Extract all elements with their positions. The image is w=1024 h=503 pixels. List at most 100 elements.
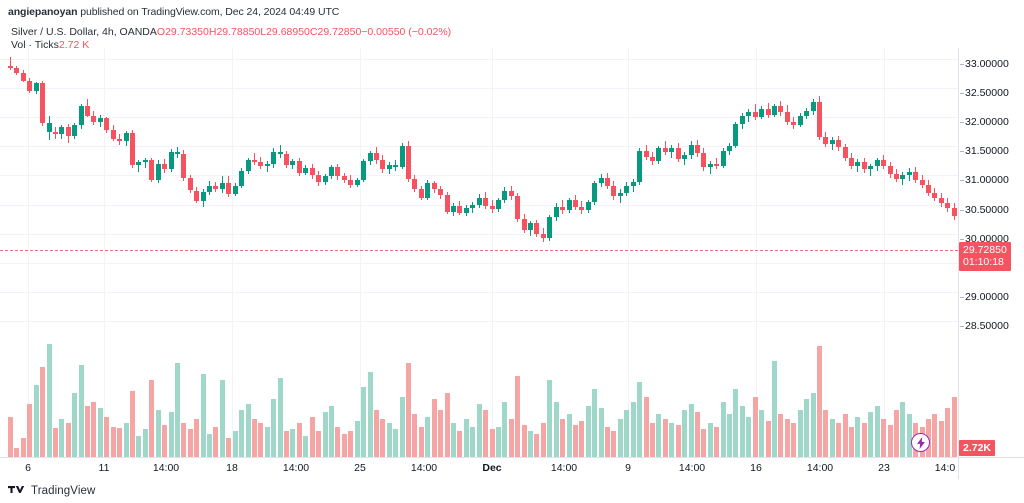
candle-body <box>181 154 187 178</box>
candle-body <box>630 182 636 186</box>
candle-body <box>251 160 257 163</box>
chart-plot-area[interactable] <box>0 48 958 457</box>
volume-bar <box>393 429 399 457</box>
time-axis[interactable]: 6 11 14:00 18 14:00 25 14:00 Dec 14:00 9 14:00 16 14… <box>0 457 958 479</box>
volume-value-badge[interactable]: 2.72K <box>959 440 996 456</box>
volume-bar <box>707 422 713 457</box>
candle-body <box>572 199 578 207</box>
legend-symbol-row[interactable]: Silver / U.S. Dollar, 4h, OANDAO29.73350… <box>11 26 451 39</box>
candle-body <box>457 205 463 213</box>
candle-body <box>605 177 611 186</box>
volume-bar <box>290 429 296 457</box>
candle-body <box>117 139 123 142</box>
volume-bar <box>200 373 206 457</box>
volume-bar <box>457 431 463 457</box>
volume-bar <box>495 427 501 457</box>
candle-body <box>643 150 649 157</box>
volume-bar <box>759 410 765 457</box>
candle-body <box>688 144 694 156</box>
candle-body <box>309 168 315 176</box>
volume-bar <box>418 427 424 457</box>
volume-bar <box>553 401 559 457</box>
volume-bar <box>489 429 495 457</box>
price-axis-tick: 29.00000 <box>960 292 1009 302</box>
volume-bar <box>373 410 379 457</box>
candle-body <box>284 154 290 165</box>
volume-bar <box>59 418 65 457</box>
price-axis-tick-dash <box>960 92 964 94</box>
candle-body <box>27 80 33 91</box>
gridline-horizontal <box>0 262 958 264</box>
candle-body <box>399 146 405 168</box>
volume-bar <box>438 410 444 457</box>
volume-bar <box>682 410 688 457</box>
volume-bar <box>932 414 938 457</box>
candle-body <box>450 205 456 212</box>
volume-bar <box>123 422 129 457</box>
candle-body <box>8 65 13 69</box>
current-price-value: 29.72850 <box>963 243 1007 256</box>
volume-bar <box>399 397 405 457</box>
tradingview-logo-icon <box>8 485 25 493</box>
volume-bar <box>585 405 591 457</box>
candle-body <box>881 160 887 166</box>
candle-wick <box>10 56 11 71</box>
candle-body <box>624 185 630 193</box>
volume-bar <box>271 399 277 457</box>
price-axis-tick-dash <box>960 238 964 240</box>
volume-bar <box>547 380 553 457</box>
candle-body <box>752 112 758 117</box>
volume-bar <box>207 433 213 457</box>
volume-bar <box>560 418 566 457</box>
volume-bar <box>810 393 816 457</box>
candle-body <box>495 199 501 210</box>
volume-bar <box>643 397 649 457</box>
volume-bar <box>27 403 33 457</box>
candle-body <box>791 121 797 126</box>
volume-bar <box>534 433 540 457</box>
candle-body <box>656 148 662 162</box>
candle-body <box>893 174 899 179</box>
candle-body <box>771 106 777 115</box>
volume-bar <box>752 397 758 457</box>
current-price-badge[interactable]: 29.72850 01:10:18 <box>959 241 1011 271</box>
volume-bar <box>887 425 893 457</box>
legend-symbol[interactable]: Silver / U.S. Dollar, 4h, OANDA <box>11 26 157 38</box>
volume-bar <box>720 401 726 457</box>
volume-bar <box>226 437 232 457</box>
volume-bar <box>181 422 187 457</box>
volume-bar <box>617 418 623 457</box>
volume-bar <box>136 435 142 457</box>
volume-bar <box>630 401 636 457</box>
lightning-bolt-icon[interactable] <box>911 433 930 452</box>
volume-bar <box>33 385 39 457</box>
volume-bar <box>502 401 508 457</box>
candle-body <box>425 183 431 198</box>
candle-body <box>855 162 861 166</box>
gridline-horizontal <box>0 58 958 60</box>
candle-body <box>534 223 540 234</box>
candle-wick <box>279 144 281 158</box>
candle-body <box>380 160 386 170</box>
price-axis-tick: 30.50000 <box>960 204 1009 215</box>
volume-bar <box>624 410 630 457</box>
legend-low-key: L <box>260 26 267 38</box>
volume-bar <box>746 416 752 457</box>
candle-body <box>418 189 424 198</box>
volume-bar <box>881 418 887 457</box>
candle-body <box>65 127 71 136</box>
candle-body <box>540 233 546 239</box>
candle-body <box>85 106 91 116</box>
volume-bar <box>406 363 412 457</box>
volume-bar <box>354 420 360 457</box>
time-axis-tick: 14:00 <box>550 462 578 474</box>
candle-body <box>720 150 726 166</box>
legend-open-key: O <box>156 26 166 38</box>
volume-bar <box>669 422 675 457</box>
volume-bar <box>836 422 842 457</box>
volume-bar <box>46 344 52 457</box>
volume-bar <box>72 393 78 457</box>
candle-body <box>174 151 180 155</box>
tradingview-brand-text: TradingView <box>31 485 96 497</box>
